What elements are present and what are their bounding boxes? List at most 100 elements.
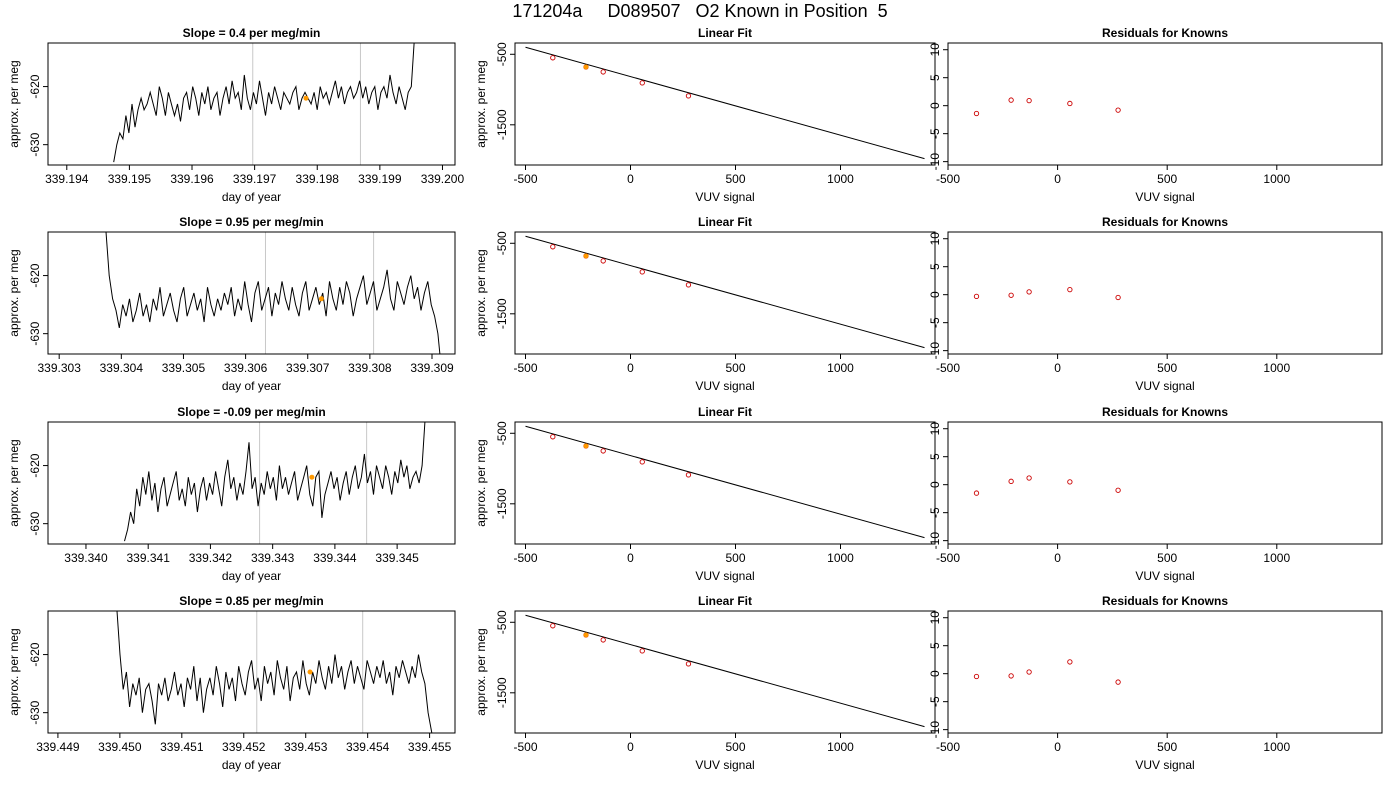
x-tick-label: 339.340 — [64, 551, 108, 565]
y-tick-label: -10 — [928, 721, 942, 739]
data-point — [1026, 289, 1032, 295]
panel-r1-c3: Residuals for Knowns -500 0 500 1000 -10 -5 0 5 1… — [928, 26, 1383, 204]
x-tick-label: 339.452 — [222, 740, 266, 754]
x-tick-label: 339.455 — [408, 740, 452, 754]
x-tick-label: 1000 — [1263, 551, 1290, 565]
panel-r2-c1: Slope = 0.95 per meg/min 339.303 339.304 33… — [7, 215, 456, 393]
data-point — [600, 258, 606, 264]
x-tick-label: 1000 — [1263, 361, 1290, 375]
data-point — [600, 69, 606, 75]
panel-title: Linear Fit — [698, 26, 752, 40]
data-point — [685, 472, 692, 478]
highlight-point — [309, 474, 315, 480]
x-tick-label: 500 — [725, 740, 745, 754]
data-point — [1026, 97, 1032, 104]
x-tick-label: 339.345 — [375, 551, 419, 565]
x-tick-label: 1000 — [827, 740, 854, 754]
y-tick-label: 5 — [928, 453, 942, 460]
data-point — [639, 80, 645, 86]
highlight-point — [318, 296, 324, 302]
panel-title: Residuals for Knowns — [1102, 405, 1228, 419]
x-tick-label: 500 — [725, 361, 745, 375]
x-axis-label: day of year — [222, 379, 281, 393]
x-tick-label: -500 — [513, 551, 537, 565]
y-axis-label: approx. per meg — [7, 628, 21, 715]
y-tick-label: -500 — [495, 610, 509, 634]
x-tick-label: 339.341 — [126, 551, 170, 565]
y-tick-label: -620 — [28, 74, 42, 98]
data-point — [550, 434, 556, 440]
data-point — [1115, 487, 1121, 493]
x-tick-label: 339.343 — [251, 551, 295, 565]
highlight-point — [303, 95, 309, 101]
x-tick-label: 1000 — [827, 172, 854, 186]
data-point — [639, 648, 645, 654]
panel-r4-c2: Linear Fit -500 0 500 1000 -500 -1500 VUV signa… — [474, 594, 936, 772]
x-tick-label: 1000 — [827, 551, 854, 565]
data-point — [1067, 100, 1073, 107]
x-tick-label: 0 — [1054, 551, 1061, 565]
y-tick-label: -630 — [28, 321, 42, 345]
data-point — [1067, 659, 1073, 665]
y-tick-label: -620 — [28, 263, 42, 287]
highlight-point — [583, 632, 589, 638]
panel-title: Slope = 0.85 per meg/min — [179, 594, 323, 608]
x-tick-label: 0 — [1054, 740, 1061, 754]
x-tick-label: 0 — [627, 551, 634, 565]
panel-title: Slope = -0.09 per meg/min — [177, 405, 325, 419]
data-point — [973, 293, 980, 300]
x-tick-label: 500 — [725, 172, 745, 186]
x-tick-label: 339.449 — [36, 740, 80, 754]
plot-frame — [514, 421, 936, 545]
panel-title: Residuals for Knowns — [1102, 215, 1228, 229]
plot-frame — [47, 42, 456, 166]
data-point — [973, 673, 980, 680]
x-tick-label: -500 — [936, 361, 960, 375]
y-tick-label: -10 — [928, 532, 942, 550]
x-tick-label: 339.197 — [233, 172, 277, 186]
x-tick-label: 1000 — [827, 361, 854, 375]
plot-frame — [47, 610, 456, 734]
x-tick-label: -500 — [513, 740, 537, 754]
data-point — [1067, 479, 1073, 485]
y-axis-label: approx. per meg — [7, 60, 21, 147]
highlight-point — [307, 669, 313, 675]
data-point — [550, 623, 556, 629]
x-axis-label: VUV signal — [1135, 758, 1194, 772]
y-tick-label: 0 — [928, 481, 942, 488]
highlight-point — [583, 64, 589, 70]
x-tick-label: 500 — [725, 551, 745, 565]
y-tick-label: -500 — [495, 42, 509, 66]
y-axis-label: approx. per meg — [474, 60, 488, 147]
x-tick-label: 0 — [627, 740, 634, 754]
y-tick-label: -5 — [928, 317, 942, 328]
x-tick-label: 339.194 — [45, 172, 89, 186]
panel-r3-c3: Residuals for Knowns -500 0 500 1000 -10 -5 0 5 1… — [928, 405, 1383, 583]
data-point — [600, 637, 606, 643]
x-axis-label: day of year — [222, 190, 281, 204]
y-tick-label: -5 — [928, 128, 942, 139]
x-tick-label: -500 — [513, 361, 537, 375]
data-point — [1115, 294, 1121, 301]
data-point — [685, 282, 692, 288]
x-axis-label: VUV signal — [695, 379, 754, 393]
series-line — [105, 232, 441, 354]
plot-frame — [514, 42, 936, 166]
y-tick-label: -1500 — [495, 677, 509, 708]
x-axis-label: day of year — [222, 569, 281, 583]
plot-frame — [47, 421, 456, 545]
x-axis-label: VUV signal — [1135, 190, 1194, 204]
highlight-point — [583, 253, 589, 259]
y-tick-label: 10 — [928, 43, 942, 57]
panel-r4-c3: Residuals for Knowns -500 0 500 1000 -10 -5 0 5 1… — [928, 594, 1383, 772]
x-axis-label: VUV signal — [1135, 379, 1194, 393]
data-point — [639, 459, 645, 465]
x-axis-label: VUV signal — [695, 569, 754, 583]
data-point — [1008, 478, 1014, 484]
x-tick-label: 500 — [1157, 361, 1177, 375]
y-tick-label: -630 — [28, 700, 42, 724]
series-line — [116, 611, 433, 733]
x-tick-label: 1000 — [1263, 740, 1290, 754]
x-tick-label: 339.450 — [98, 740, 142, 754]
panel-r3-c2: Linear Fit -500 0 500 1000 -500 -1500 VUV signa… — [474, 405, 936, 583]
